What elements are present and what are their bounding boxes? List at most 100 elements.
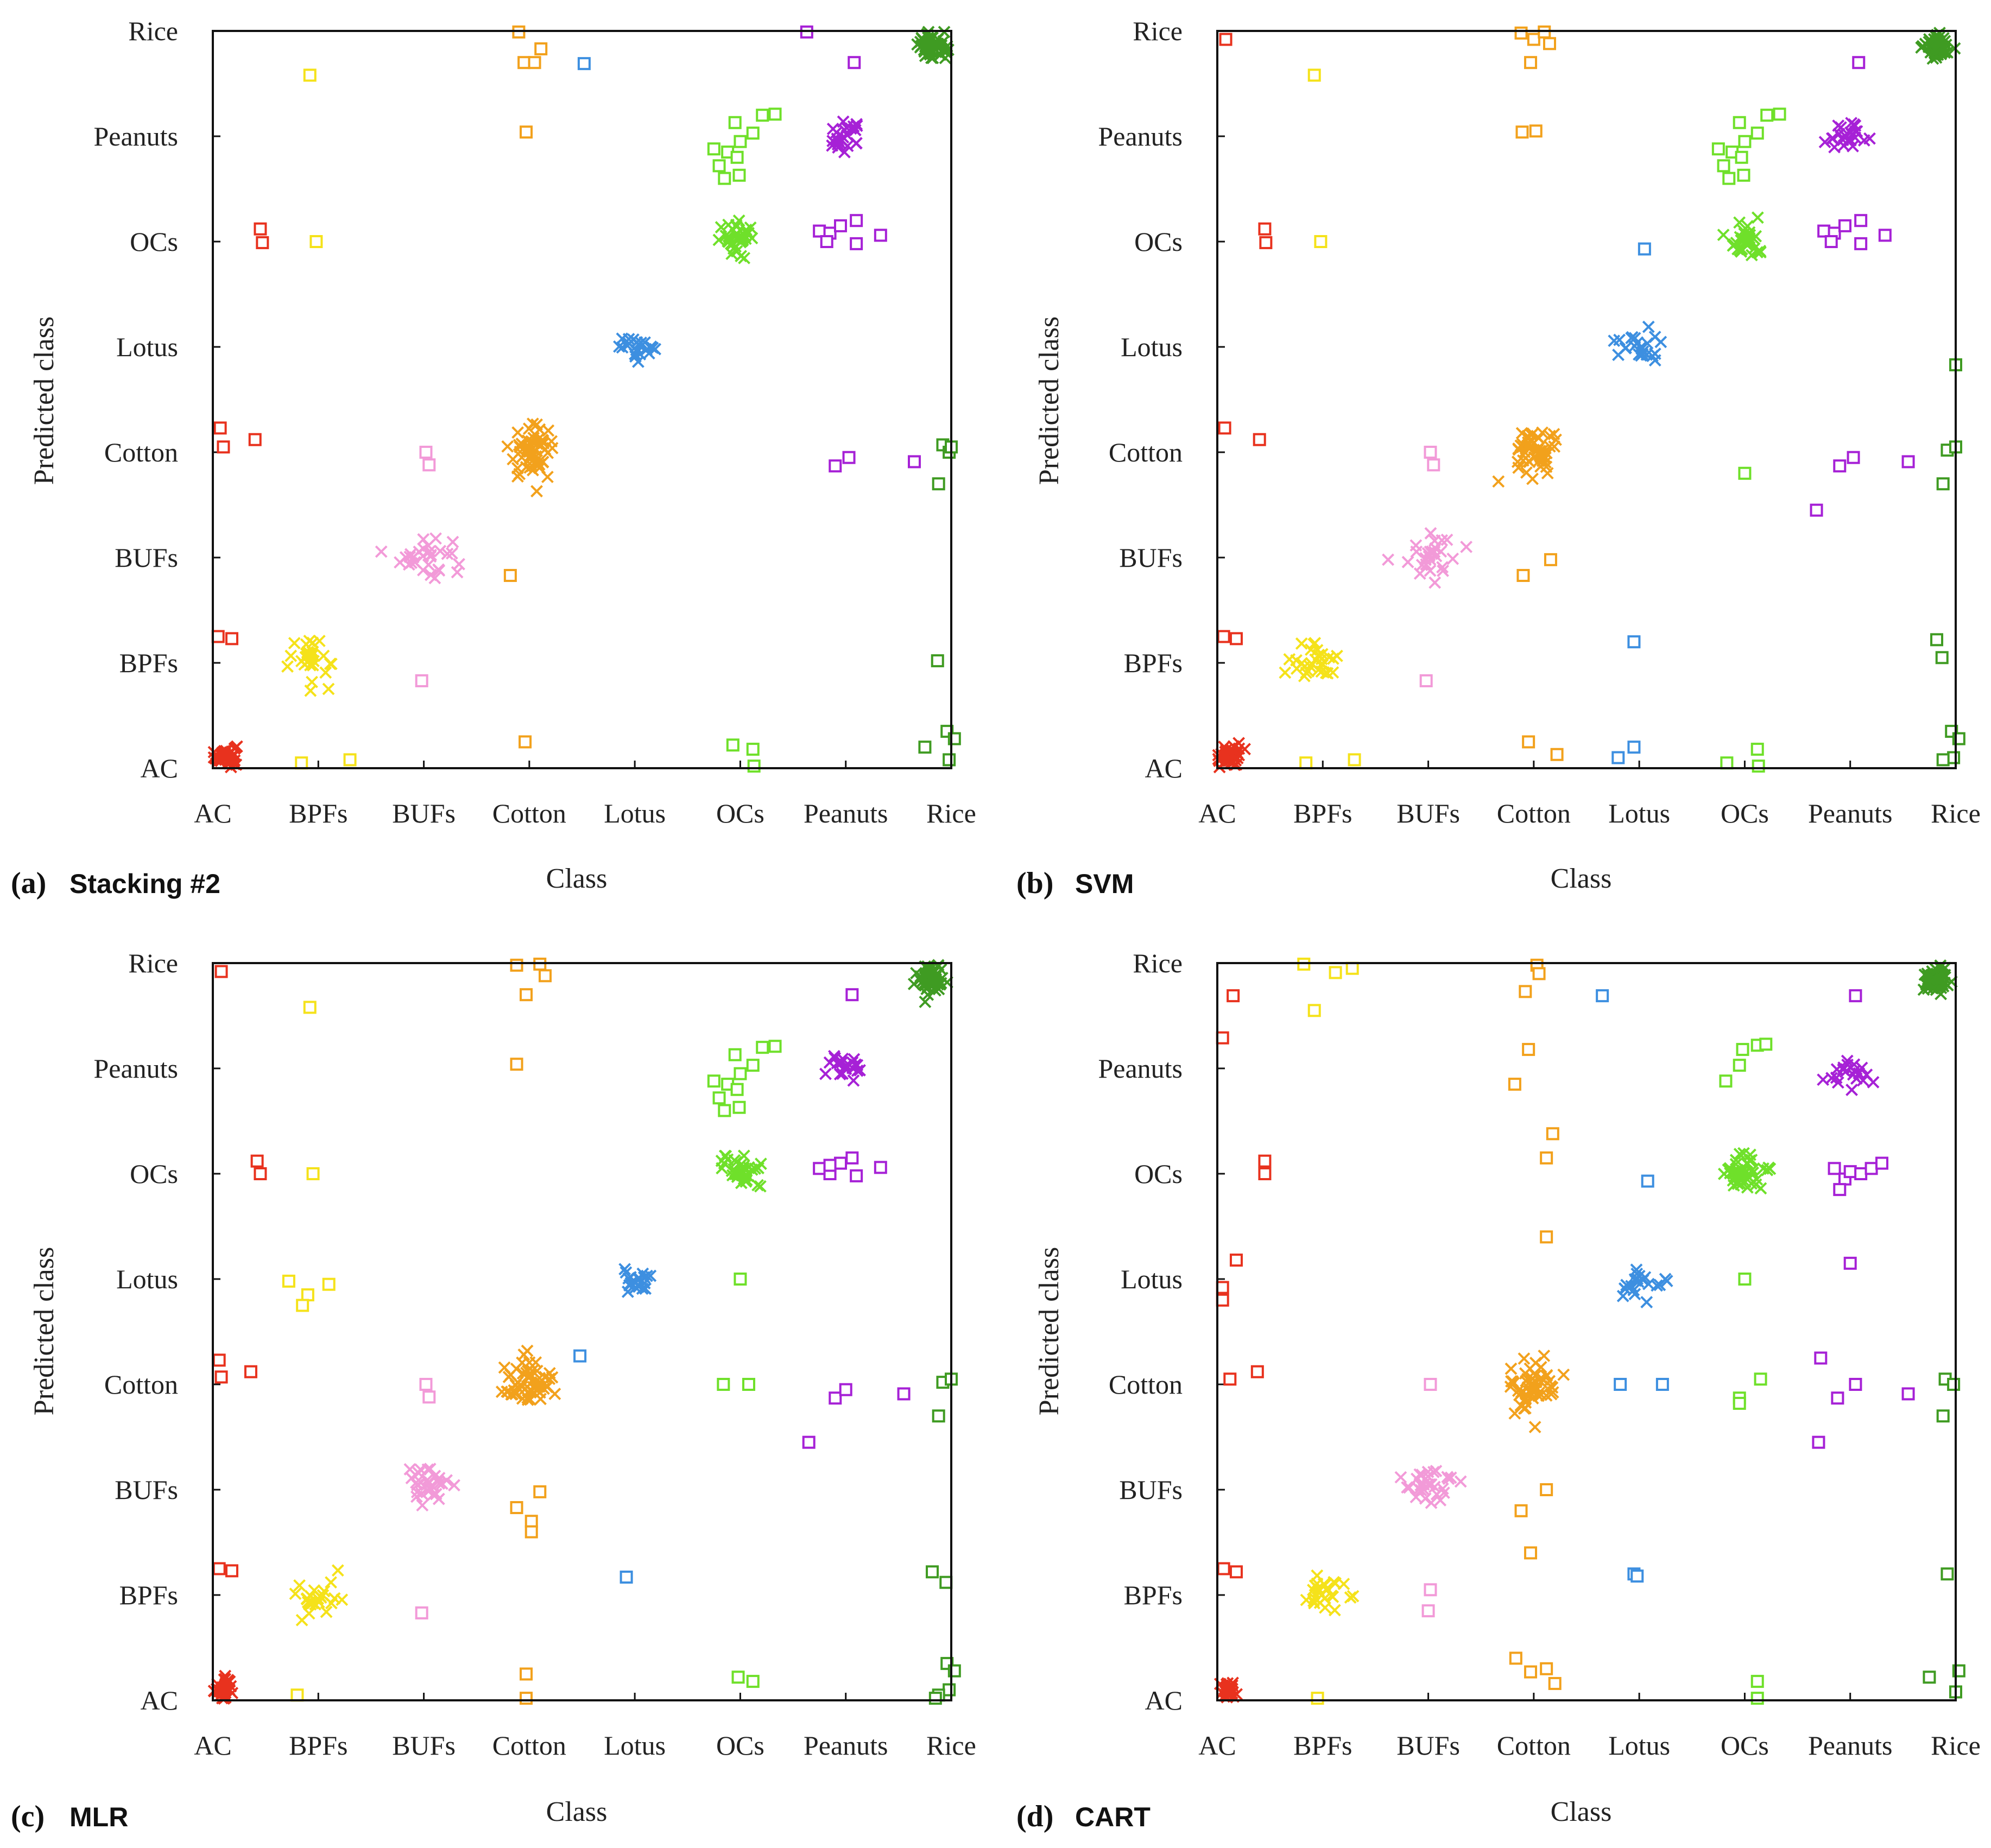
correct-sample-lotus — [644, 1269, 657, 1282]
misclassified-sample-bpfs — [1307, 1004, 1321, 1017]
correct-sample-bufs — [433, 1477, 446, 1490]
correct-sample-lotus — [1632, 1275, 1645, 1288]
x-axis-label: Class — [1551, 1796, 1612, 1827]
misclassified-sample-bufs — [419, 446, 433, 459]
misclassified-sample-ocs — [1717, 159, 1730, 173]
misclassified-sample-ac — [250, 1154, 264, 1168]
misclassified-sample-peanuts — [850, 237, 863, 250]
correct-sample-bufs — [1441, 1471, 1454, 1484]
correct-sample-peanuts — [838, 145, 851, 159]
misclassified-sample-bpfs — [1307, 68, 1321, 82]
y-axis-label: Predicted class — [1034, 1247, 1065, 1415]
correct-sample-bufs — [1401, 555, 1414, 568]
correct-sample-ocs — [1735, 234, 1748, 247]
plot-frame — [1216, 962, 1957, 1701]
misclassified-sample-ac — [1218, 421, 1231, 435]
misclassified-sample-rice — [931, 654, 944, 668]
correct-sample-bpfs — [300, 1592, 313, 1605]
tick-labels: AC BPFs BUFs Cotton Lotus OCs Peanuts Rice AC BPF… — [93, 948, 976, 1761]
correct-sample-bpfs — [312, 1592, 325, 1605]
correct-sample-cotton — [521, 1391, 534, 1404]
correct-sample-ocs — [1746, 1163, 1759, 1176]
correct-sample-bpfs — [320, 1605, 333, 1618]
misclassified-sample-peanuts — [802, 1435, 816, 1449]
correct-sample-ocs — [1733, 1148, 1746, 1161]
correct-sample-ac — [224, 1680, 237, 1693]
correct-sample-bufs — [1417, 1478, 1430, 1491]
correct-sample-cotton — [511, 426, 524, 439]
misclassified-sample-bpfs — [1348, 753, 1361, 767]
misclassified-sample-ocs — [1738, 466, 1752, 480]
misclassified-sample-peanuts — [1838, 219, 1851, 232]
correct-sample-cotton — [1511, 455, 1524, 469]
panel-tag: (c) — [11, 1800, 45, 1833]
correct-sample-bufs — [417, 533, 430, 546]
y-tick-label-rice: Rice — [128, 948, 178, 978]
y-tick-label-bufs: BUFs — [1119, 542, 1183, 573]
correct-sample-cotton — [511, 1381, 524, 1394]
correct-sample-ac — [219, 754, 232, 766]
correct-sample-lotus — [1630, 1263, 1643, 1276]
correct-sample-ac — [1219, 1686, 1232, 1698]
data-marks — [207, 25, 961, 774]
correct-sample-bufs — [445, 547, 458, 560]
misclassified-sample-bpfs — [303, 1001, 317, 1014]
correct-sample-bufs — [416, 550, 429, 562]
correct-sample-cotton — [501, 440, 514, 453]
y-tick-label-cotton: Cotton — [104, 1369, 178, 1400]
misclassified-sample-peanuts — [1833, 1183, 1847, 1197]
correct-sample-cotton — [521, 434, 534, 447]
correct-sample-bpfs — [1309, 653, 1322, 666]
correct-sample-bpfs — [306, 675, 318, 688]
y-axis-label: Predicted class — [29, 317, 60, 485]
correct-sample-cotton — [1512, 1384, 1525, 1397]
correct-sample-bufs — [1409, 539, 1423, 552]
correct-sample-ocs — [718, 1149, 731, 1162]
misclassified-sample-peanuts — [834, 1156, 847, 1170]
correct-sample-cotton — [530, 1379, 543, 1392]
x-tick-label-ocs: OCs — [716, 1730, 764, 1761]
misclassified-sample-peanuts — [1810, 503, 1823, 517]
misclassified-sample-peanuts — [1831, 1391, 1844, 1405]
correct-sample-lotus — [635, 336, 648, 349]
correct-sample-rice — [932, 983, 945, 996]
misclassified-sample-peanuts — [1817, 224, 1831, 238]
misclassified-sample-bufs — [1427, 458, 1440, 472]
misclassified-sample-ocs — [712, 159, 726, 173]
x-axis-label: Class — [1551, 863, 1612, 894]
misclassified-sample-bufs — [415, 674, 428, 687]
x-tick-label-ocs: OCs — [1721, 1730, 1769, 1761]
x-tick-label-peanuts: Peanuts — [804, 1730, 888, 1761]
y-tick-label-bufs: BUFs — [115, 542, 178, 573]
correct-sample-bpfs — [331, 1564, 344, 1577]
misclassified-sample-peanuts — [1849, 989, 1862, 1003]
correct-sample-peanuts — [826, 135, 839, 148]
misclassified-sample-peanuts — [1878, 229, 1892, 242]
correct-sample-bufs — [1424, 564, 1437, 577]
correct-sample-ocs — [730, 220, 743, 233]
misclassified-sample-ac — [1258, 1154, 1272, 1168]
misclassified-sample-cotton — [1529, 124, 1543, 138]
misclassified-sample-ocs — [1738, 135, 1752, 148]
correct-sample-ocs — [1731, 1178, 1745, 1190]
correct-sample-bufs — [1446, 552, 1459, 565]
correct-sample-peanuts — [847, 1074, 860, 1087]
misclassified-sample-rice — [926, 1565, 939, 1579]
misclassified-sample-rice — [918, 741, 932, 754]
misclassified-sample-bufs — [415, 1606, 428, 1619]
misclassified-sample-ocs — [718, 172, 731, 185]
correct-sample-peanuts — [1850, 125, 1863, 138]
misclassified-sample-ac — [1227, 989, 1240, 1003]
misclassified-sample-ocs — [726, 738, 739, 752]
x-tick-label-peanuts: Peanuts — [1808, 798, 1893, 828]
correct-sample-cotton — [515, 451, 528, 464]
misclassified-sample-peanuts — [1875, 1156, 1888, 1170]
correct-sample-lotus — [620, 1266, 633, 1279]
correct-sample-bufs — [1414, 1479, 1427, 1492]
misclassified-sample-ac — [248, 433, 262, 446]
correct-sample-bpfs — [293, 1579, 306, 1592]
misclassified-sample-peanuts — [1854, 237, 1868, 250]
misclassified-sample-peanuts — [1854, 214, 1868, 227]
misclassified-sample-cotton — [534, 42, 548, 55]
correct-sample-bpfs — [325, 1576, 337, 1589]
